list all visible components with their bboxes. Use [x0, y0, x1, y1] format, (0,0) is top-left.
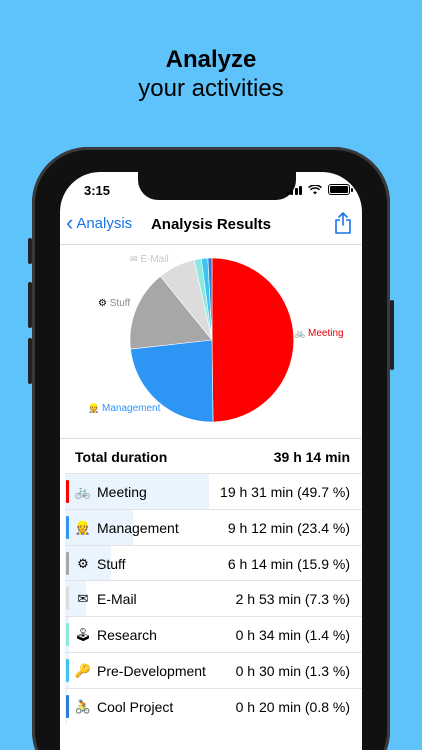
bicycle-icon: 🚲 — [74, 484, 92, 499]
status-time: 3:15 — [84, 183, 111, 198]
mute-switch — [28, 238, 32, 264]
promo-headline: Analyze your activities — [0, 46, 422, 104]
manager-icon: 👷 — [74, 519, 92, 535]
promo-title: Analyze — [165, 46, 257, 73]
envelope-icon: ✉ — [130, 254, 138, 264]
status-bar: 3:15 — [60, 172, 362, 206]
pie-chart-svg — [129, 257, 295, 423]
navigation-bar: ‹ Analysis Analysis Results — [60, 205, 362, 245]
gear-icon: ⚙ — [98, 298, 107, 309]
share-bar — [65, 509, 133, 545]
share-bar — [65, 545, 112, 581]
envelope-icon: ✉ — [77, 591, 89, 607]
total-duration-label: Total duration — [75, 449, 168, 465]
back-button[interactable]: ‹ Analysis — [66, 210, 133, 235]
activity-row-management[interactable]: 👷 Management 9 h 12 min (23.4 %) — [65, 508, 362, 545]
activity-name: Pre-Development — [97, 662, 206, 679]
activity-duration: 2 h 53 min (7.3 %) — [235, 591, 350, 608]
joystick-icon: 🕹 — [74, 627, 92, 643]
promo-subtitle: your activities — [138, 75, 284, 102]
pie-label-management: 👷 Management — [88, 403, 161, 414]
activity-duration: 19 h 31 min (49.7 %) — [220, 484, 350, 500]
total-duration-row: Total duration 39 h 14 min — [60, 440, 362, 472]
pie-chart: 🚲 Meeting 👷 Management ⚙ Stuff ✉ E-Mail — [60, 246, 362, 438]
color-accent — [66, 658, 69, 682]
color-accent — [66, 694, 69, 718]
color-accent — [66, 623, 69, 647]
color-accent — [66, 551, 69, 575]
chevron-left-icon: ‹ — [66, 210, 74, 235]
wifi-icon — [308, 184, 322, 194]
page-title: Analysis Results — [150, 216, 272, 233]
activity-name: Cool Project — [97, 698, 174, 715]
activity-row-pre-development[interactable]: 🔑 Pre-Development 0 h 30 min (1.3 %) — [65, 651, 362, 688]
pie-slice-management — [130, 339, 214, 423]
activity-row-meeting[interactable]: 🚲 Meeting 19 h 31 min (49.7 %) — [65, 473, 362, 509]
share-bar — [65, 581, 87, 617]
activity-list: 🚲 Meeting 19 h 31 min (49.7 %) 👷 Managem… — [60, 473, 362, 724]
back-button-label: Analysis — [76, 214, 133, 232]
activity-row-email[interactable]: ✉ E-Mail 2 h 53 min (7.3 %) — [65, 580, 362, 617]
gear-icon: ⚙ — [77, 555, 89, 571]
pie-label-stuff: ⚙ Stuff — [98, 298, 131, 309]
pie-label-email: ✉ E-Mail — [130, 254, 169, 265]
share-bar — [65, 474, 210, 509]
activity-duration: 9 h 12 min (23.4 %) — [227, 519, 350, 536]
color-accent — [66, 587, 69, 611]
activity-row-cool-project[interactable]: 🚴 Cool Project 0 h 20 min (0.8 %) — [65, 687, 362, 724]
activity-name: Management — [97, 519, 179, 536]
key-icon: 🔑 — [74, 662, 92, 678]
share-icon[interactable] — [334, 211, 352, 235]
battery-icon — [328, 184, 353, 195]
total-duration-value: 39 h 14 min — [273, 449, 350, 465]
volume-down-button — [28, 338, 32, 384]
pie-slice-cool-project — [207, 257, 213, 341]
cellular-signal-icon — [285, 185, 302, 195]
activity-duration: 0 h 30 min (1.3 %) — [235, 662, 350, 679]
activity-duration: 0 h 34 min (1.4 %) — [235, 627, 350, 644]
activity-row-stuff[interactable]: ⚙ Stuff 6 h 14 min (15.9 %) — [65, 544, 362, 581]
activity-name: E-Mail — [97, 591, 137, 608]
pie-label-meeting: 🚲 Meeting — [294, 328, 344, 339]
divider — [60, 438, 362, 439]
manager-icon: 👷 — [88, 403, 100, 413]
volume-up-button — [28, 282, 32, 328]
pie-slice-meeting — [211, 257, 295, 423]
pie-slice-stuff — [129, 275, 213, 350]
color-accent — [66, 515, 69, 539]
bicycle-icon: 🚲 — [294, 328, 306, 338]
activity-duration: 6 h 14 min (15.9 %) — [227, 555, 350, 572]
activity-row-research[interactable]: 🕹 Research 0 h 34 min (1.4 %) — [65, 616, 362, 652]
activity-name: Stuff — [97, 555, 126, 572]
activity-duration: 0 h 20 min (0.8 %) — [235, 698, 350, 715]
cyclist-icon: 🚴 — [74, 698, 92, 714]
color-accent — [66, 480, 69, 503]
power-button — [390, 300, 394, 370]
notch — [138, 172, 296, 200]
activity-name: Research — [97, 627, 157, 644]
activity-name: Meeting — [97, 484, 147, 500]
